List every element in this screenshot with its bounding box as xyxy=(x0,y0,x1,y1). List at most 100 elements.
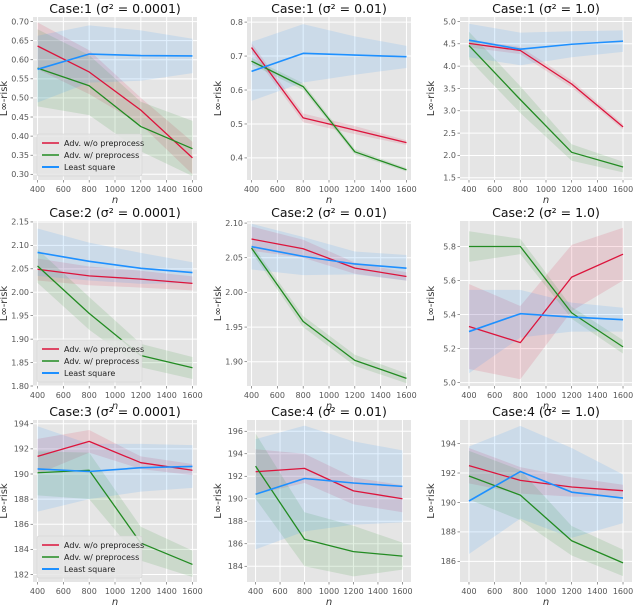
x-tick-label: 1400 xyxy=(370,391,390,400)
x-tick-label: 1000 xyxy=(536,391,556,400)
y-tick-label: 186 xyxy=(441,557,456,566)
series-line-ls xyxy=(255,477,403,496)
confidence-band-adv_w xyxy=(468,231,624,354)
x-tick-label: 1400 xyxy=(156,391,176,400)
confidence-band-adv_w xyxy=(37,249,193,379)
y-tick-label: 2.00 xyxy=(225,288,243,297)
y-tick-label: 2.10 xyxy=(11,241,29,250)
series-line-ls xyxy=(37,251,193,274)
y-tick-label: 0.45 xyxy=(11,113,29,122)
x-tick-label: 800 xyxy=(513,391,528,400)
y-tick-label: 4.0 xyxy=(443,62,456,71)
x-tick-label: 1600 xyxy=(613,185,633,194)
series-line-adv_w xyxy=(37,67,193,150)
confidence-band-adv_wo xyxy=(468,447,624,497)
y-tick-label: 1.90 xyxy=(225,358,243,367)
subplot-title: Case:2 (σ² = 1.0) xyxy=(492,205,600,220)
x-tick-label: 400 xyxy=(461,185,476,194)
x-tick-label: 1400 xyxy=(156,587,176,596)
y-tick-label: 1.80 xyxy=(11,382,29,391)
confidence-band-adv_w xyxy=(468,450,624,577)
y-axis-label: L∞-risk xyxy=(0,81,10,117)
legend-label-adv_wo: Adv. w/o preprocess xyxy=(64,345,144,354)
y-tick-label: 0.65 xyxy=(11,36,29,45)
confidence-band-adv_wo xyxy=(251,226,407,281)
y-tick-label: 194 xyxy=(14,420,29,429)
series-line-adv_w xyxy=(251,60,407,171)
subplot-title: Case:4 (σ² = 0.01) xyxy=(271,404,387,419)
y-axis-label: L∞-risk xyxy=(426,483,437,519)
x-tick-label: 600 xyxy=(487,587,502,596)
x-tick-label: 1200 xyxy=(343,587,363,596)
y-tick-label: 3.0 xyxy=(443,107,456,116)
y-tick-label: 2.05 xyxy=(225,254,243,263)
legend-label-adv_w: Adv. w/ preprocess xyxy=(64,151,139,160)
series-line-adv_wo xyxy=(251,238,407,278)
x-tick-label: 800 xyxy=(82,185,97,194)
confidence-band-adv_wo xyxy=(251,43,407,146)
x-tick-label: 400 xyxy=(244,185,259,194)
x-tick-label: 400 xyxy=(244,391,259,400)
y-tick-label: 2.0 xyxy=(443,151,456,160)
x-axis-label: n xyxy=(112,195,118,206)
x-tick-label: 1600 xyxy=(182,185,202,194)
y-tick-label: 1.90 xyxy=(11,335,29,344)
y-tick-label: 5.6 xyxy=(443,276,456,285)
series-line-ls xyxy=(251,52,407,73)
y-axis-label: L∞-risk xyxy=(213,286,224,322)
y-tick-label: 5.0 xyxy=(443,17,456,26)
x-tick-label: 1000 xyxy=(319,391,339,400)
legend: Adv. w/o preprocess Adv. w/ preprocess Lea… xyxy=(36,535,144,579)
y-tick-label: 186 xyxy=(14,520,29,529)
y-tick-label: 1.5 xyxy=(443,174,456,183)
x-tick-label: 600 xyxy=(56,391,71,400)
x-tick-label: 1000 xyxy=(536,185,556,194)
x-tick-label: 1200 xyxy=(561,185,581,194)
y-tick-label: 0.60 xyxy=(11,56,29,65)
x-tick-label: 1400 xyxy=(587,391,607,400)
subplot-9: 400 600 800 1000 1200 1400 1600 186 188 190 192 194… xyxy=(426,404,633,608)
y-tick-label: 5.8 xyxy=(443,242,456,251)
x-tick-label: 1200 xyxy=(345,185,365,194)
x-tick-label: 1200 xyxy=(561,587,581,596)
confidence-band-ls xyxy=(468,23,624,66)
subplot-title: Case:3 (σ² = 0.0001) xyxy=(49,404,181,419)
legend: Adv. w/o preprocess Adv. w/ preprocess Lea… xyxy=(36,339,144,383)
x-tick-label: 600 xyxy=(487,391,502,400)
y-tick-label: 0.4 xyxy=(230,154,243,163)
x-tick-label: 1600 xyxy=(396,185,416,194)
x-axis-label: n xyxy=(543,597,549,608)
x-tick-label: 1000 xyxy=(105,391,125,400)
x-axis-label: n xyxy=(112,597,118,608)
series-line-adv_w xyxy=(250,247,407,379)
series-line-adv_w xyxy=(468,245,624,348)
confidence-band-adv_wo xyxy=(468,227,624,380)
y-tick-label: 188 xyxy=(441,528,456,537)
series-line-adv_w xyxy=(37,469,193,566)
x-axis-label: n xyxy=(326,597,332,608)
x-tick-label: 600 xyxy=(487,185,502,194)
legend-label-adv_w: Adv. w/ preprocess xyxy=(64,357,139,366)
legend-label-ls: Least square xyxy=(64,565,115,574)
subplot-title: Case:1 (σ² = 1.0) xyxy=(492,1,600,16)
y-tick-label: 0.5 xyxy=(230,120,243,129)
y-tick-label: 0.7 xyxy=(230,52,243,61)
series-line-adv_w xyxy=(255,465,403,557)
y-tick-label: 188 xyxy=(14,495,29,504)
series-line-adv_wo xyxy=(255,467,403,500)
x-axis-label: n xyxy=(326,195,332,206)
x-axis-label: n xyxy=(543,195,549,206)
x-tick-label: 400 xyxy=(461,587,476,596)
y-tick-label: 2.05 xyxy=(11,265,29,274)
series-line-ls xyxy=(37,465,193,473)
y-axis-label: L∞-risk xyxy=(213,81,224,117)
x-tick-label: 1400 xyxy=(587,185,607,194)
x-tick-label: 600 xyxy=(270,391,285,400)
legend-label-ls: Least square xyxy=(64,163,115,172)
legend-label-ls: Least square xyxy=(64,369,115,378)
y-tick-label: 4.5 xyxy=(443,40,456,49)
confidence-band-ls xyxy=(251,223,407,281)
y-axis-label: L∞-risk xyxy=(426,286,437,322)
x-tick-label: 1000 xyxy=(319,587,339,596)
